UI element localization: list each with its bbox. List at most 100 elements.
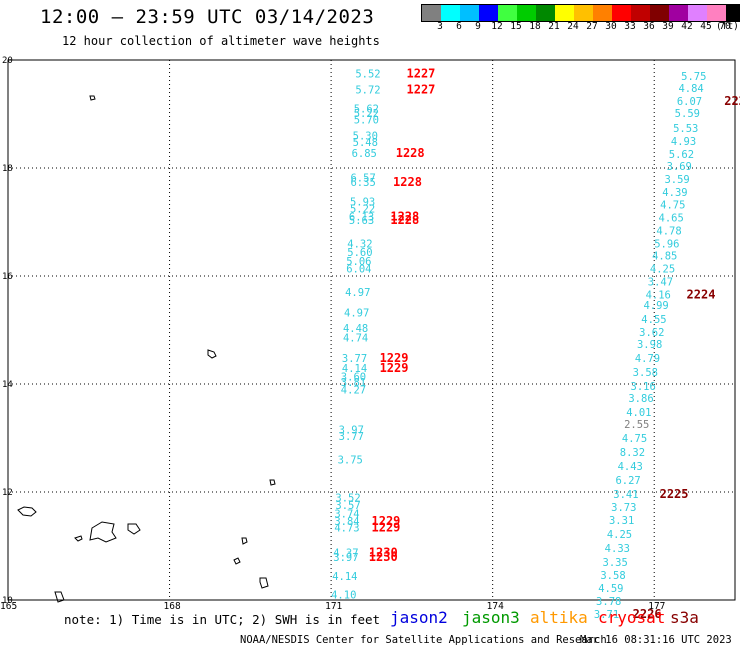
swh-value: 3.74 xyxy=(334,509,359,521)
swh-value: 6.27 xyxy=(615,475,640,487)
island-outline xyxy=(207,349,217,359)
swh-value: 3.77 xyxy=(339,431,364,443)
lat-label: 16 xyxy=(2,272,13,282)
swh-value: 3.86 xyxy=(628,393,653,405)
time-tag: 2225 xyxy=(660,487,689,501)
swh-value: 4.32 xyxy=(347,239,372,251)
lat-label: 20 xyxy=(2,56,13,66)
swh-value: 4.43 xyxy=(618,461,643,473)
swh-value: 3.59 xyxy=(664,174,689,186)
swh-value: 4.14 xyxy=(342,363,367,375)
swh-value: 3.31 xyxy=(609,515,634,527)
swh-value: 4.93 xyxy=(671,136,696,148)
island-outline xyxy=(233,557,241,565)
swh-value: 3.71 xyxy=(594,609,619,621)
time-tags: 1227122712281228122812281229122912291229… xyxy=(369,67,740,622)
time-tag: 1230 xyxy=(369,545,398,559)
color-scale-swatch xyxy=(650,5,669,21)
lon-label: 174 xyxy=(487,601,504,612)
swh-value: 3.60 xyxy=(341,371,366,383)
color-scale-label: 45 xyxy=(700,21,712,32)
color-scale-label: 9 xyxy=(475,21,481,32)
swh-value: 3.52 xyxy=(335,492,360,504)
left-track-values: 5.525.725.625.225.705.305.486.856.576.35… xyxy=(331,69,381,602)
swh-value: 5.62 xyxy=(354,104,379,116)
swh-value: 4.25 xyxy=(607,529,632,541)
color-scale-swatch xyxy=(441,5,460,21)
swh-value: 4.59 xyxy=(598,583,623,595)
color-scale-label: 36 xyxy=(643,21,655,32)
swh-value: 3.81 xyxy=(341,377,366,389)
swh-value: 6.04 xyxy=(346,263,371,275)
color-scale-swatch xyxy=(479,5,498,21)
swh-value: 3.62 xyxy=(639,327,664,339)
color-scale-label: 33 xyxy=(624,21,636,32)
swh-value: 3.98 xyxy=(637,339,662,351)
swh-value: 4.39 xyxy=(662,187,687,199)
swh-value: 5.48 xyxy=(353,137,378,149)
legend-item-altika: altika xyxy=(530,608,588,627)
swh-value: 5.22 xyxy=(350,204,375,216)
time-tag: 1229 xyxy=(380,361,409,375)
island-outline xyxy=(89,521,117,543)
swh-value: 3.73 xyxy=(611,502,636,514)
footer-generated: Mar 16 08:31:16 UTC 2023 xyxy=(580,634,732,646)
legend-item-cryosat: cryosat xyxy=(598,608,666,627)
swh-value: 3.41 xyxy=(613,489,638,501)
swh-value: 3.57 xyxy=(335,500,360,512)
lon-label: 168 xyxy=(164,601,181,612)
color-scale-swatch xyxy=(422,5,441,21)
map-frame xyxy=(7,59,736,601)
color-scale-swatch xyxy=(669,5,688,21)
lon-label: 171 xyxy=(325,601,342,612)
color-scale-label: 27 xyxy=(586,21,598,32)
time-tag: 1229 xyxy=(372,521,401,535)
swh-value: 4.37 xyxy=(333,547,358,559)
island-outline xyxy=(74,535,83,542)
time-tag: 1228 xyxy=(390,213,419,227)
island-outline xyxy=(241,537,248,545)
color-scale-label: 30 xyxy=(605,21,617,32)
island-outline xyxy=(89,95,96,101)
color-scale-swatch xyxy=(726,5,740,21)
color-scale-label: 39 xyxy=(662,21,674,32)
swh-value: 4.48 xyxy=(343,323,368,335)
swh-value: 5.60 xyxy=(347,247,372,259)
swh-value: 5.52 xyxy=(355,69,380,81)
page-title: 12:00 — 23:59 UTC 03/14/2023 xyxy=(40,6,375,28)
island-outline xyxy=(17,506,37,517)
swh-value: 8.32 xyxy=(620,447,645,459)
color-scale-swatch xyxy=(460,5,479,21)
swh-value: 4.65 xyxy=(659,213,684,225)
time-tag: 1228 xyxy=(396,146,425,160)
swh-value: 4.14 xyxy=(332,571,357,583)
swh-value: 6.57 xyxy=(350,173,375,185)
footer-source: NOAA/NESDIS Center for Satellite Applica… xyxy=(240,634,607,646)
island-outlines xyxy=(17,95,276,603)
swh-value: 5.59 xyxy=(675,108,700,120)
color-scale-swatch xyxy=(536,5,555,21)
swh-value: 4.01 xyxy=(626,407,651,419)
swh-value: 5.96 xyxy=(654,239,679,251)
swh-value: 4.75 xyxy=(622,433,647,445)
swh-value: 4.16 xyxy=(646,289,671,301)
color-scale-label: 21 xyxy=(548,21,560,32)
swh-value: 2.55 xyxy=(624,419,649,431)
lat-label: 14 xyxy=(2,380,13,390)
swh-value: 3.84 xyxy=(334,516,359,528)
time-tag: 1229 xyxy=(380,351,409,365)
swh-value: 4.85 xyxy=(652,250,677,262)
swh-value: 5.93 xyxy=(350,196,375,208)
swh-value: 4.97 xyxy=(345,287,370,299)
color-scale-labels: 3 6 9 12 15 18 21 24 27 30 33 36 39 42 45 70 xyxy=(421,21,740,33)
swh-value: 4.78 xyxy=(656,226,681,238)
color-scale-swatch xyxy=(574,5,593,21)
color-scale-swatch xyxy=(555,5,574,21)
color-scale-label: 12 xyxy=(491,21,503,32)
swh-value: 4.74 xyxy=(343,333,368,345)
right-track-values: 5.754.846.075.59 5.534.935.623.693.594.39… xyxy=(594,71,707,621)
swh-value: 4.75 xyxy=(660,200,685,212)
swh-value: 6.35 xyxy=(350,177,375,189)
swh-value: 5.22 xyxy=(354,108,379,120)
